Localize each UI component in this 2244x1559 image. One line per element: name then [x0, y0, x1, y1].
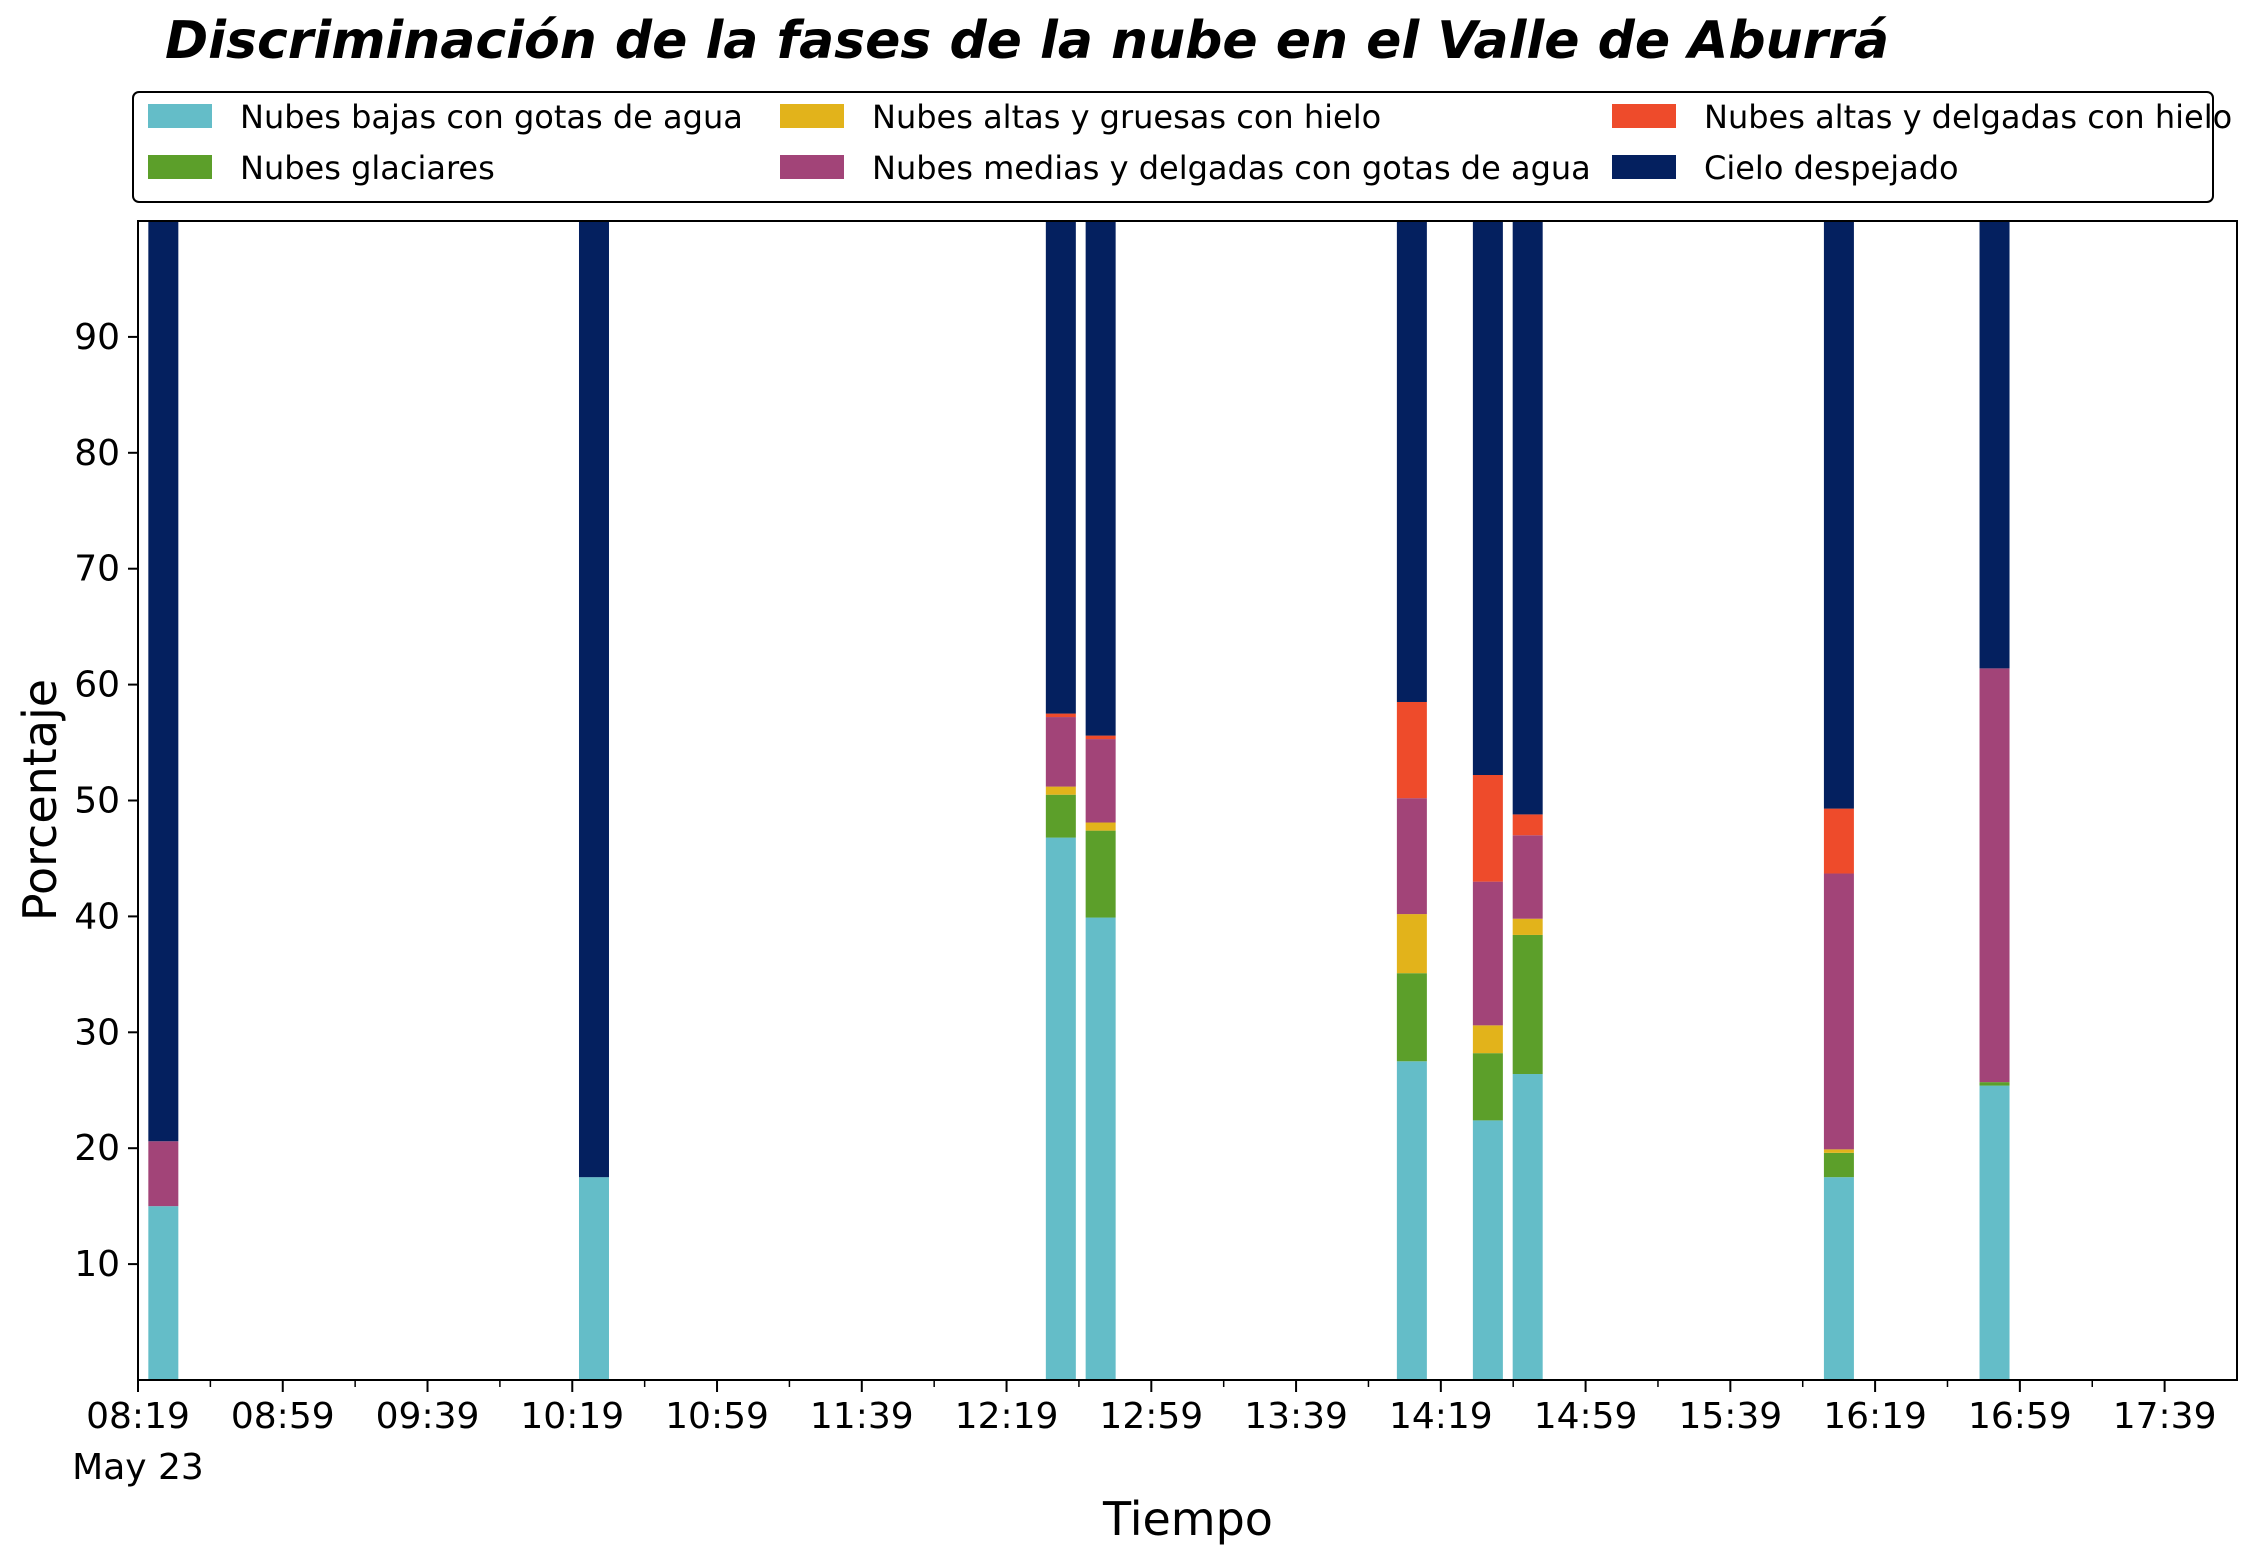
x-tick-label: 14:19	[1389, 1396, 1493, 1437]
y-axis: 10 20 30 40 50 60 70 80 90	[74, 317, 138, 1285]
bar-segment	[1512, 835, 1543, 919]
legend-swatch	[148, 104, 212, 128]
bars	[148, 221, 2010, 1380]
x-date-label: May 23	[72, 1447, 204, 1488]
bar-segment	[1512, 221, 1543, 815]
bar-segment	[1823, 808, 1854, 874]
bar-segment	[1045, 837, 1076, 1380]
legend-frame	[132, 91, 2214, 203]
x-tick-label: 12:19	[955, 1396, 1059, 1437]
x-axis: 08:19 May 23 08:59 09:39 10:19 10:59 11:39 12:1…	[72, 1380, 2216, 1488]
x-tick-label: 10:59	[665, 1396, 769, 1437]
bar-segment	[1823, 873, 1854, 1150]
legend-label: Nubes altas y delgadas con hielo	[1704, 98, 2232, 136]
x-tick-label: 16:19	[1823, 1396, 1927, 1437]
legend-label: Nubes altas y gruesas con hielo	[872, 98, 1381, 136]
bar-segment	[1396, 973, 1427, 1062]
y-tick-label: 80	[74, 433, 120, 474]
bar-segment	[1045, 794, 1076, 838]
x-tick-label: 10:19	[520, 1396, 624, 1437]
bar-segment	[1979, 1082, 2010, 1086]
legend-swatch	[1612, 155, 1676, 179]
bar-segment	[1045, 717, 1076, 787]
x-tick-label: 08:59	[231, 1396, 335, 1437]
bar-segment	[1512, 1074, 1543, 1380]
chart-title: Discriminación de la fases de la nube en…	[165, 11, 1889, 71]
bar-segment	[1396, 798, 1427, 915]
bar-segment	[1979, 668, 2010, 1083]
bar-segment	[1472, 881, 1503, 1026]
legend-swatch	[780, 155, 844, 179]
bar-segment	[1512, 934, 1543, 1075]
y-tick-label: 40	[74, 896, 120, 937]
bar-segment	[1472, 1025, 1503, 1054]
bar-segment	[1512, 918, 1543, 935]
bar-segment	[1823, 1149, 1854, 1153]
bar-segment	[1396, 914, 1427, 974]
x-tick-label: 13:39	[1244, 1396, 1348, 1437]
x-tick-label: 16:59	[1968, 1396, 2072, 1437]
legend-swatch	[148, 155, 212, 179]
y-tick-label: 90	[74, 317, 120, 358]
bar-segment	[1472, 775, 1503, 882]
y-tick-label: 20	[74, 1128, 120, 1169]
bar-segment	[1085, 917, 1116, 1380]
bar-segment	[578, 1177, 609, 1380]
bar-segment	[148, 221, 179, 1142]
y-tick-label: 10	[74, 1244, 120, 1285]
bar-segment	[1085, 739, 1116, 823]
bar-segment	[1045, 713, 1076, 718]
legend-label: Cielo despejado	[1704, 149, 1959, 187]
x-tick-label: 11:39	[810, 1396, 914, 1437]
x-tick-label: 12:59	[1099, 1396, 1203, 1437]
y-axis-label: Porcentaje	[13, 679, 67, 921]
y-tick-label: 50	[74, 781, 120, 822]
bar-segment	[1823, 1177, 1854, 1380]
bar-segment	[1085, 221, 1116, 736]
y-tick-label: 30	[74, 1012, 120, 1053]
bar-segment	[1472, 221, 1503, 776]
bar-segment	[1085, 735, 1116, 740]
bar-segment	[1396, 1061, 1427, 1380]
bar-segment	[1085, 822, 1116, 831]
bar-segment	[1823, 221, 1854, 809]
plot-area: 10 20 30 40 50 60 70 80 90 08:19 May 23 08:59 09:39…	[72, 220, 2238, 1488]
bar-segment	[1512, 814, 1543, 836]
y-tick-label: 70	[74, 549, 120, 590]
bar-segment	[1979, 1085, 2010, 1380]
bar-segment	[1979, 221, 2010, 669]
bar-segment	[1085, 830, 1116, 918]
bar-segment	[1045, 221, 1076, 714]
bar-segment	[148, 1206, 179, 1380]
plot-frame	[137, 220, 2238, 1381]
legend-label: Nubes bajas con gotas de agua	[240, 98, 743, 136]
x-tick-label: 08:19	[86, 1396, 190, 1437]
x-axis-label: Tiempo	[1102, 1492, 1273, 1546]
bar-segment	[1472, 1120, 1503, 1380]
bar-segment	[578, 221, 609, 1178]
y-tick-label: 60	[74, 665, 120, 706]
legend-label: Nubes medias y delgadas con gotas de agu…	[872, 149, 1591, 187]
bar-segment	[1823, 1152, 1854, 1178]
x-tick-label: 14:59	[1534, 1396, 1638, 1437]
legend-swatch	[1612, 104, 1676, 128]
bar-segment	[1396, 701, 1427, 799]
bar-segment	[1396, 221, 1427, 702]
x-tick-label: 15:39	[1678, 1396, 1782, 1437]
legend: Nubes bajas con gotas de agua Nubes glaci…	[132, 91, 2232, 203]
legend-label: Nubes glaciares	[240, 149, 495, 187]
bar-segment	[148, 1141, 179, 1207]
bar-segment	[1472, 1053, 1503, 1121]
bar-segment	[1045, 786, 1076, 795]
x-tick-label: 17:39	[2113, 1396, 2217, 1437]
x-tick-label: 09:39	[376, 1396, 480, 1437]
legend-swatch	[780, 104, 844, 128]
